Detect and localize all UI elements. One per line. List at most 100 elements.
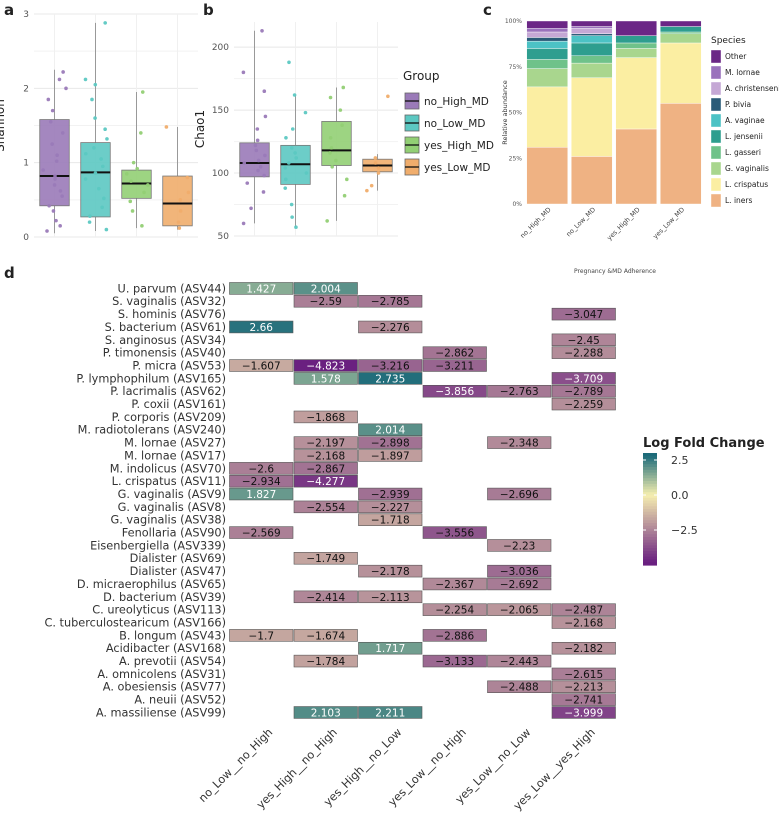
- data-point: [48, 119, 53, 124]
- stack-segment: [660, 31, 702, 35]
- heatmap-cell: [551, 372, 616, 385]
- heatmap-cell: [551, 346, 616, 359]
- stack-segment: [571, 20, 613, 27]
- heatmap-legend-title: Log Fold Change: [643, 436, 765, 451]
- stack-segment: [615, 42, 657, 49]
- data-point: [93, 171, 98, 175]
- heatmap-legend-gradient-step: [643, 525, 657, 530]
- data-point: [53, 177, 57, 181]
- heatmap-row-label: A. massiliense (ASV99): [96, 706, 226, 719]
- heatmap-cell: [551, 397, 616, 411]
- heatmap-cell: [293, 410, 358, 424]
- heatmap-legend-gradient-step: [643, 497, 657, 502]
- data-point: [90, 97, 94, 102]
- heatmap-cell: [229, 526, 294, 539]
- panel-label-c: c: [483, 1, 492, 19]
- data-point: [102, 196, 106, 201]
- heatmap-cell-value: −2.213: [564, 682, 603, 694]
- species-legend-label: M. lornae: [725, 68, 760, 77]
- stack-segment: [615, 20, 657, 36]
- data-point: [51, 209, 56, 213]
- heatmap-cell: [293, 295, 358, 308]
- heatmap-cell: [293, 372, 358, 385]
- stack-segment: [615, 128, 657, 205]
- heatmap-cell-value: 1.427: [246, 283, 276, 295]
- data-point: [41, 168, 45, 172]
- heatmap-legend-gradient-step: [643, 528, 657, 532]
- heatmap-cell-value: −2.886: [435, 630, 474, 642]
- heatmap-cell: [551, 616, 616, 629]
- heatmap-cell-value: −3.036: [500, 566, 539, 578]
- heatmap-row-label: Dialister (ASV47): [130, 565, 226, 578]
- heatmap-cell: [293, 474, 358, 488]
- species-legend-label: G. vaginalis: [725, 164, 769, 173]
- data-point: [253, 143, 258, 148]
- data-point: [283, 166, 288, 170]
- data-point: [55, 153, 59, 158]
- heatmap-cell-value: −3.709: [564, 373, 603, 385]
- heatmap-legend-tick-label: 2.5: [671, 454, 689, 467]
- heatmap-legend-gradient-step: [643, 534, 657, 538]
- data-point: [60, 131, 65, 135]
- stack-segment: [526, 48, 568, 60]
- heatmap-legend-gradient-step: [643, 553, 657, 558]
- data-point: [61, 70, 65, 74]
- heatmap-row-label: M. lornae (ASV27): [124, 437, 226, 450]
- data-point: [128, 199, 133, 204]
- heatmap-cell-value: −1.7: [249, 630, 275, 642]
- heatmap-legend-gradient-step: [643, 545, 657, 549]
- heatmap-cell: [293, 462, 358, 475]
- heatmap-cell: [422, 359, 487, 372]
- stack-segment: [571, 28, 613, 35]
- heatmap-cell: [358, 641, 423, 655]
- data-point: [100, 164, 105, 169]
- heatmap-legend-gradient-step: [643, 523, 657, 527]
- data-point: [241, 221, 246, 226]
- heatmap-row-label: U. parvum (ASV44): [118, 282, 226, 295]
- heatmap-cell-value: −2.259: [564, 399, 603, 411]
- species-legend-swatch: [710, 49, 722, 64]
- data-point: [53, 174, 57, 178]
- data-point: [245, 181, 250, 185]
- heatmap-cell: [487, 539, 552, 552]
- heatmap-cell: [229, 462, 294, 475]
- heatmap-cell-value: 2.004: [311, 283, 341, 295]
- heatmap-cell: [422, 577, 487, 591]
- data-point: [88, 214, 92, 218]
- species-legend-title: Species: [711, 36, 746, 46]
- heatmap-cell-value: −3.133: [435, 656, 474, 668]
- heatmap-cell: [551, 706, 616, 719]
- heatmap-cell: [293, 654, 358, 668]
- data-point: [258, 164, 263, 169]
- data-point: [146, 183, 150, 187]
- heatmap-row-label: A. omnicolens (ASV31): [97, 668, 226, 681]
- heatmap-cell-value: 2.211: [375, 707, 405, 719]
- heatmap-row-label: Dialister (ASV69): [130, 552, 226, 565]
- data-point: [328, 95, 333, 100]
- y-axis-label: Chao1: [193, 110, 207, 148]
- heatmap-cell: [293, 629, 358, 642]
- x-tick-label: yes_High_MD: [605, 206, 641, 242]
- heatmap-row-label: P. timonensis (ASV40): [103, 347, 226, 360]
- x-tick-label: yes_Low_MD: [651, 206, 686, 241]
- data-point: [124, 172, 129, 176]
- data-point: [255, 127, 260, 131]
- heatmap-cell-value: −2.414: [306, 592, 345, 604]
- heatmap-row-label: M. indolicus (ASV70): [110, 462, 226, 475]
- heatmap-row-label: P. lymphophilum (ASV165): [76, 372, 226, 385]
- data-point: [290, 215, 294, 219]
- data-point: [303, 110, 308, 115]
- group-legend-label: no_Low_MD: [424, 118, 485, 130]
- data-point: [373, 156, 378, 160]
- heatmap-cell: [551, 384, 616, 398]
- stack-segment: [660, 103, 702, 205]
- data-point: [164, 125, 169, 129]
- data-point: [103, 127, 107, 132]
- heatmap-legend-gradient-step: [643, 503, 657, 507]
- data-point: [263, 114, 268, 119]
- data-point: [242, 161, 247, 165]
- heatmap-cell-value: −2.254: [435, 605, 474, 617]
- data-point: [262, 89, 267, 94]
- data-point: [104, 227, 109, 232]
- x-tick-label: no_High_MD: [519, 206, 553, 240]
